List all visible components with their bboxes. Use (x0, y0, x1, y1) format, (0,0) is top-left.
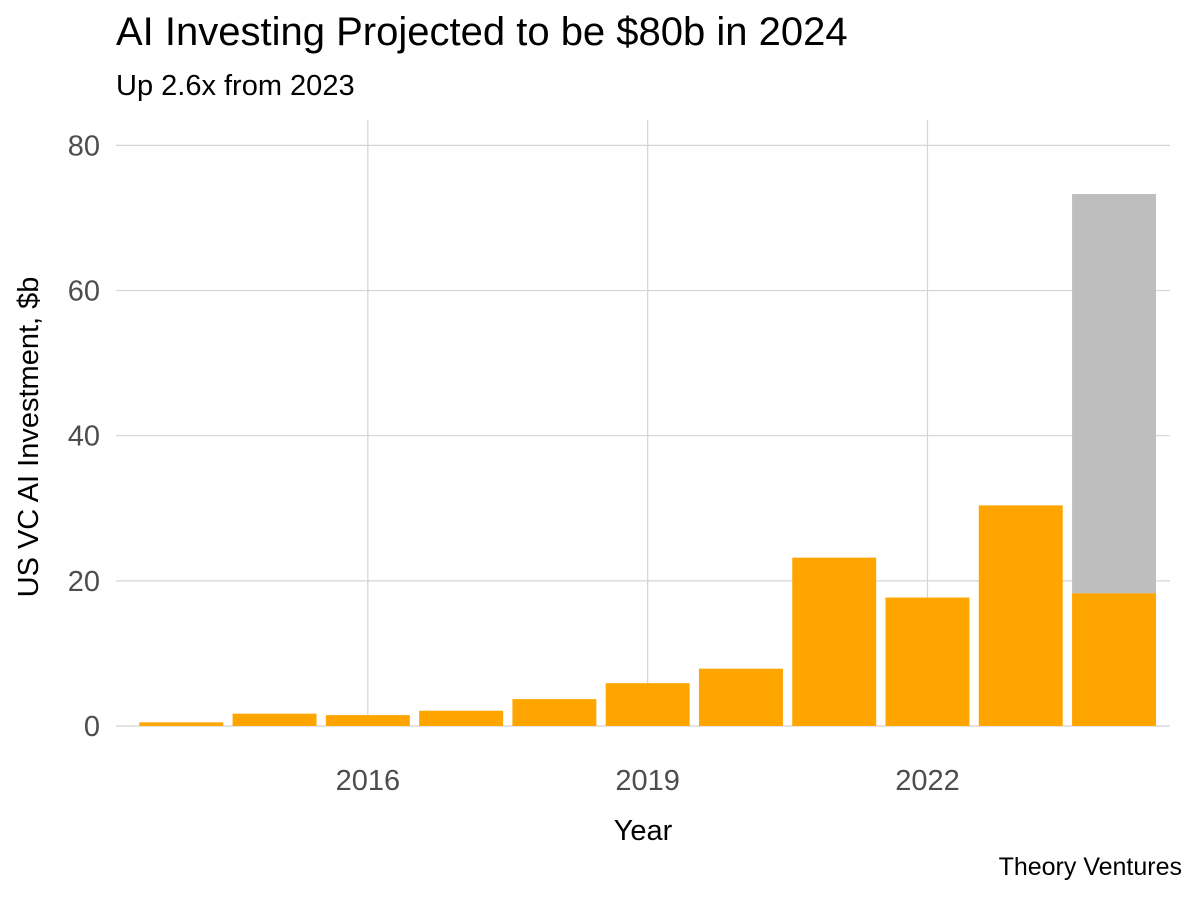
bar-actual-2024 (1072, 593, 1157, 726)
y-tick-label: 40 (68, 421, 100, 453)
x-axis-title: Year (614, 815, 673, 847)
bars (139, 194, 1157, 726)
x-tick-label: 2019 (615, 765, 680, 797)
x-axis-ticks: 2016 2019 2022 (336, 765, 960, 797)
bar-actual-2023 (978, 505, 1063, 726)
y-axis-title: US VC AI Investment, $b (13, 277, 45, 598)
y-tick-label: 20 (68, 566, 100, 598)
y-tick-label: 80 (68, 130, 100, 162)
bar-actual-2019 (605, 683, 690, 726)
bar-actual-2016 (325, 715, 410, 726)
bar-actual-2014 (139, 722, 224, 726)
x-tick-label: 2022 (895, 765, 960, 797)
chart-title: AI Investing Projected to be $80b in 202… (116, 10, 848, 54)
bar-actual-2017 (419, 710, 504, 726)
source-caption: Theory Ventures (998, 853, 1182, 881)
chart-subtitle: Up 2.6x from 2023 (116, 70, 355, 102)
x-tick-label: 2016 (336, 765, 401, 797)
bar-actual-2021 (792, 557, 877, 726)
bar-actual-2022 (885, 597, 970, 726)
y-axis-ticks: 0 20 40 60 80 (68, 130, 100, 743)
bar-actual-2018 (512, 699, 597, 726)
y-tick-label: 60 (68, 276, 100, 308)
bar-actual-2015 (232, 713, 317, 726)
bar-actual-2020 (698, 668, 783, 726)
y-tick-label: 0 (84, 711, 100, 743)
bar-projected-2024 (1072, 194, 1157, 594)
